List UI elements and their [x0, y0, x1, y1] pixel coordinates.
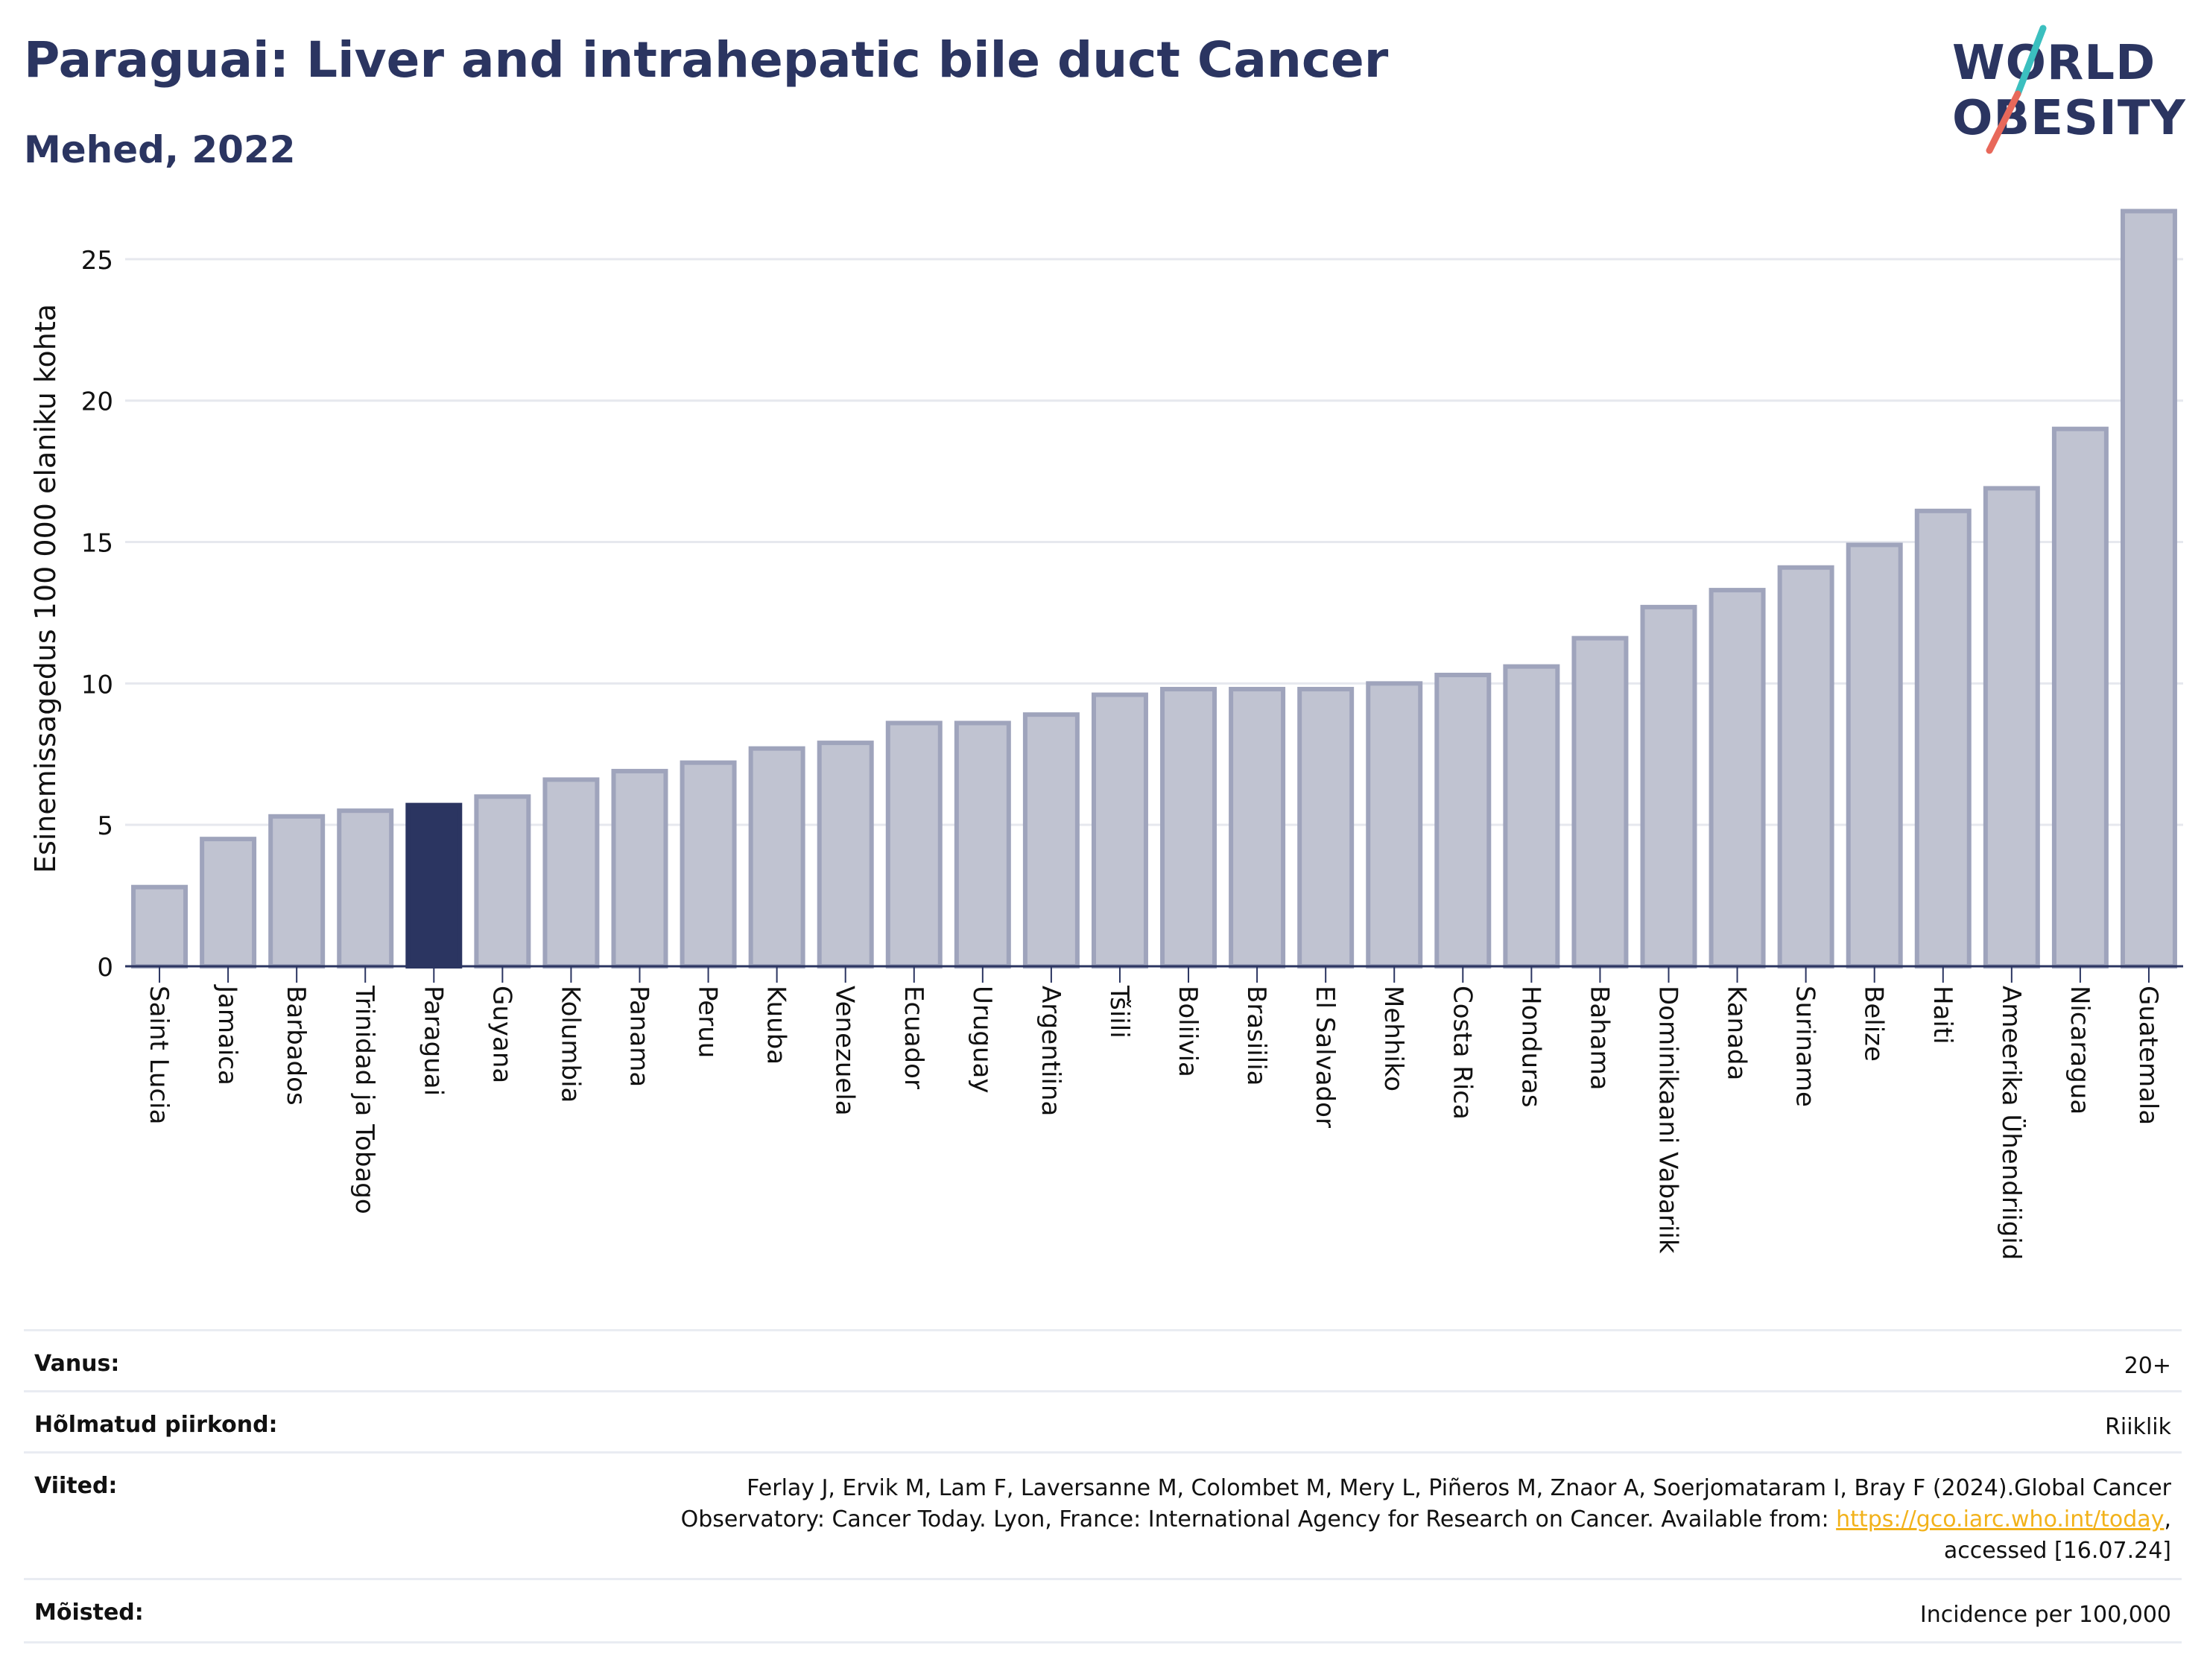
- references-line-2-text: Observatory: Cancer Today. Lyon, France:…: [680, 1506, 1837, 1532]
- world-obesity-logo: WORLD OBESITY: [1937, 22, 2191, 156]
- x-tick-label: Boliivia: [1173, 986, 1203, 1077]
- x-tick-labels: Saint Lucia Jamaica Barbados Trinidad ja To…: [144, 966, 2163, 1260]
- references-label: Viited:: [34, 1473, 118, 1499]
- x-tick-label: Bahama: [1584, 986, 1614, 1091]
- bar-ameerika-hendriigid: [1983, 486, 2040, 969]
- definitions-label: Mõisted:: [34, 1600, 144, 1626]
- x-tick-label: Venezuela: [830, 986, 860, 1116]
- bar-barbados: [268, 814, 326, 969]
- y-axis-label: Esinemissagedus 100 000 elaniku kohta: [29, 304, 62, 873]
- bar-jamaica: [200, 837, 257, 969]
- bar-guatemala: [2120, 209, 2177, 969]
- y-tick-label: 15: [81, 529, 113, 559]
- y-tick-label: 20: [81, 387, 113, 417]
- bar-brasiilia: [1229, 686, 1286, 969]
- bar-mehhiko: [1366, 681, 1423, 969]
- bar-peruu: [680, 760, 737, 969]
- x-tick-label: Kolumbia: [555, 986, 585, 1103]
- info-row-references: Viited: Ferlay J, Ervik M, Lam F, Lavers…: [24, 1451, 2182, 1580]
- x-tick-label: El Salvador: [1310, 986, 1340, 1128]
- bar-belize: [1846, 542, 1903, 969]
- bar-ecuador: [885, 720, 943, 969]
- page-title: Paraguai: Liver and intrahepatic bile du…: [24, 31, 1389, 89]
- logo-slash-icon: [1986, 25, 2047, 154]
- bar-trinidad-ja-tobago: [337, 808, 394, 969]
- references-line-1: Ferlay J, Ervik M, Lam F, Laversanne M, …: [747, 1475, 2171, 1501]
- x-tick-label: Guyana: [487, 986, 516, 1083]
- bar-nicaragua: [2051, 426, 2109, 969]
- logo-line-1: WORLD: [1952, 36, 2156, 91]
- x-tick-label: Ameerika Ühendriigid: [1996, 986, 2027, 1260]
- x-tick-label: Nicaragua: [2065, 986, 2094, 1115]
- y-tick-label: 0: [97, 953, 113, 983]
- bar-dominikaani-vabariik: [1640, 604, 1697, 969]
- info-row-definitions: Mõisted: Incidence per 100,000: [24, 1578, 2182, 1643]
- x-tick-label: Belize: [1859, 986, 1889, 1062]
- bar-chart: 0 5 10 15 20 25 Saint Lucia Jamaica Barbados Tri…: [29, 209, 2183, 1260]
- y-tick-labels: 0 5 10 15 20 25: [81, 246, 113, 983]
- grid-lines: [125, 258, 2183, 826]
- age-value: 20+: [2124, 1353, 2171, 1379]
- references-line-2: Observatory: Cancer Today. Lyon, France:…: [681, 1504, 2171, 1535]
- x-tick-label: Mehhiko: [1378, 986, 1408, 1091]
- x-tick-label: Haiti: [1928, 986, 1957, 1045]
- references-value: Ferlay J, Ervik M, Lam F, Laversanne M, …: [681, 1473, 2171, 1567]
- references-line-3: accessed [16.07.24]: [1943, 1538, 2171, 1564]
- bar-kanada: [1709, 588, 1766, 969]
- y-tick-label: 5: [97, 811, 113, 841]
- x-tick-label: Barbados: [281, 986, 311, 1106]
- logo-line-2: OBESITY: [1952, 91, 2186, 146]
- x-tick-label: Trinidad ja Tobago: [349, 985, 379, 1214]
- x-tick-label: Kanada: [1722, 986, 1752, 1080]
- y-tick-label: 10: [81, 670, 113, 700]
- bar-argentiina: [1022, 712, 1080, 969]
- references-line-2-end: ,: [2164, 1506, 2171, 1532]
- x-tick-label: Guatemala: [2133, 986, 2163, 1125]
- references-link[interactable]: https://gco.iarc.who.int/today: [1836, 1506, 2165, 1532]
- x-tick-label: Peruu: [693, 986, 723, 1058]
- x-tick-label: Saint Lucia: [144, 986, 174, 1124]
- info-row-age: Vanus: 20+: [24, 1329, 2182, 1392]
- bar-el-salvador: [1297, 686, 1355, 969]
- x-tick-label: Honduras: [1516, 986, 1545, 1108]
- x-tick-label: Argentiina: [1036, 986, 1065, 1116]
- x-tick-label: Tšiili: [1104, 985, 1134, 1039]
- x-tick-label: Uruguay: [967, 986, 997, 1094]
- bar-guyana: [474, 794, 531, 969]
- bars: [131, 209, 2177, 969]
- x-tick-label: Jamaica: [212, 984, 242, 1085]
- x-tick-label: Brasiilia: [1241, 986, 1271, 1085]
- bar-honduras: [1503, 664, 1560, 969]
- region-value: Riiklik: [2105, 1414, 2171, 1440]
- bar-boliivia: [1160, 686, 1217, 969]
- region-label: Hõlmatud piirkond:: [34, 1412, 278, 1438]
- bar-costa-rica: [1434, 672, 1492, 969]
- bar-bahama: [1571, 635, 1629, 969]
- y-tick-label: 25: [81, 246, 113, 276]
- x-tick-label: Costa Rica: [1447, 986, 1477, 1120]
- x-tick-label: Paraguai: [418, 986, 448, 1096]
- bar-kuuba: [748, 746, 805, 969]
- bar-t-iili: [1091, 692, 1148, 969]
- bar-panama: [611, 769, 668, 969]
- bar-uruguay: [954, 720, 1011, 969]
- x-tick-label: Ecuador: [899, 986, 928, 1089]
- bar-venezuela: [817, 741, 874, 969]
- bar-paraguai: [405, 802, 463, 969]
- bar-kolumbia: [542, 777, 600, 969]
- bar-haiti: [1914, 508, 1972, 969]
- page-subtitle: Mehed, 2022: [24, 128, 296, 171]
- definitions-value: Incidence per 100,000: [1919, 1602, 2171, 1628]
- age-label: Vanus:: [34, 1351, 120, 1377]
- x-tick-label: Panama: [624, 986, 654, 1087]
- info-row-region: Hõlmatud piirkond: Riiklik: [24, 1390, 2182, 1454]
- x-tick-label: Dominikaani Vabariik: [1653, 986, 1683, 1254]
- x-tick-label: Kuuba: [761, 986, 791, 1065]
- bar-suriname: [1777, 565, 1834, 969]
- x-tick-label: Suriname: [1790, 986, 1820, 1107]
- bar-saint-lucia: [131, 884, 189, 969]
